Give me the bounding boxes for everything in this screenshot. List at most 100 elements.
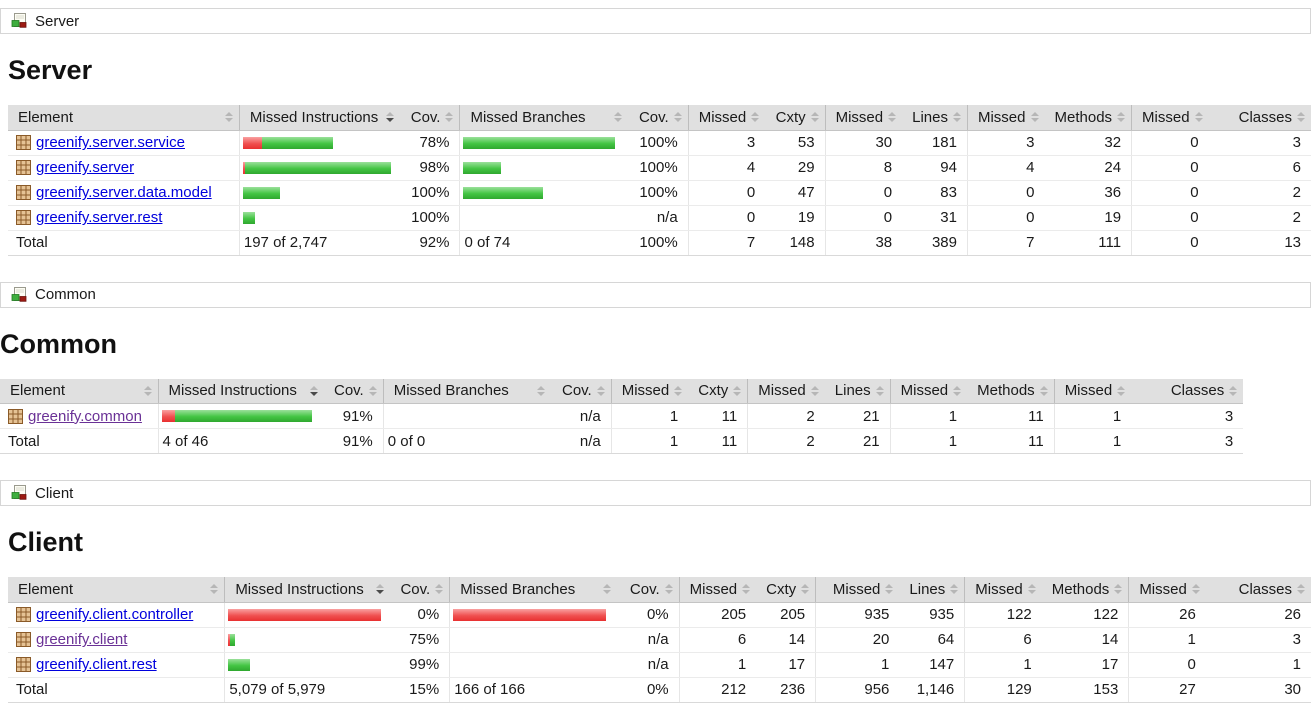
column-header-missed-methods[interactable]: Missed [966, 105, 1045, 131]
branches-bar [459, 180, 629, 206]
table-row: greenify.client.controller 0% 0% 205 205… [8, 602, 1311, 628]
package-link[interactable]: greenify.client [36, 631, 128, 649]
package-link[interactable]: greenify.server.data.model [36, 184, 212, 202]
total-missed-lines: 2 [747, 428, 825, 455]
cxty: 205 [756, 602, 816, 628]
package-link[interactable]: greenify.server.rest [36, 209, 163, 227]
classes: 2 [1208, 180, 1311, 206]
sort-icon [1297, 584, 1305, 595]
column-header-cxty[interactable]: Cxty [688, 378, 748, 405]
sort-icon [1027, 584, 1036, 595]
package-link[interactable]: greenify.client.rest [36, 656, 157, 674]
branch-coverage: 100% [628, 155, 689, 181]
column-header-missed-methods[interactable]: Missed [964, 577, 1042, 603]
sort-icon [435, 584, 444, 595]
total-missed-methods: 129 [964, 677, 1042, 703]
sort-icon [143, 385, 152, 396]
total-methods: 153 [1041, 677, 1129, 703]
sort-icon [733, 385, 742, 396]
missed-bar-segment [161, 410, 175, 423]
covered-bar-segment [463, 161, 502, 174]
methods: 24 [1044, 155, 1132, 181]
missed-classes: 0 [1128, 652, 1206, 678]
column-header-branch-coverage[interactable]: Cov. [628, 105, 689, 131]
sort-icon [1194, 112, 1203, 123]
column-header-coverage[interactable]: Cov. [390, 577, 450, 603]
coverage-table: Element Missed Instructions Cov. Missed … [8, 105, 1311, 256]
column-header-cxty[interactable]: Cxty [765, 105, 826, 131]
sort-icon [596, 385, 605, 396]
sort-icon [1114, 584, 1123, 595]
package-icon [16, 607, 31, 623]
column-header-missed-branches[interactable]: Missed Branches [382, 378, 552, 405]
column-header-element[interactable]: Element [0, 378, 158, 405]
column-header-branch-coverage[interactable]: Cov. [617, 577, 680, 603]
package-link[interactable]: greenify.server.service [36, 134, 185, 152]
total-lines: 389 [902, 230, 968, 256]
column-header-lines[interactable]: Lines [899, 577, 965, 603]
column-header-missed-cxty[interactable]: Missed [678, 577, 757, 603]
column-header-missed-branches[interactable]: Missed Branches [449, 577, 618, 603]
column-header-element[interactable]: Element [8, 105, 240, 131]
package-link[interactable]: greenify.client.controller [36, 606, 194, 624]
column-header-element[interactable]: Element [8, 577, 225, 603]
column-header-missed-instructions[interactable]: Missed Instructions [157, 378, 324, 405]
missed-cxty: 4 [687, 155, 766, 181]
missed-classes: 0 [1131, 205, 1209, 231]
cxty: 17 [756, 652, 816, 678]
column-header-missed-branches[interactable]: Missed Branches [459, 105, 629, 131]
instruction-coverage: 0% [390, 602, 450, 628]
column-header-classes[interactable]: Classes [1205, 577, 1311, 603]
column-header-missed-lines[interactable]: Missed [824, 105, 903, 131]
sort-icon [537, 385, 546, 396]
cxty: 14 [756, 627, 816, 653]
total-missed-instructions: 4 of 46 [157, 428, 324, 455]
column-header-lines[interactable]: Lines [902, 105, 968, 131]
covered-bar-segment [261, 136, 333, 149]
column-header-classes[interactable]: Classes [1131, 378, 1244, 405]
column-header-branch-coverage[interactable]: Cov. [551, 378, 612, 405]
column-header-missed-cxty[interactable]: Missed [610, 378, 689, 405]
total-missed-lines: 956 [815, 677, 900, 703]
page-title: Client [8, 527, 84, 558]
column-header-missed-lines[interactable]: Missed [747, 378, 825, 405]
missed-cxty: 1 [610, 403, 689, 430]
missed-methods: 0 [966, 180, 1045, 206]
section-common: Common Common Element Missed Instruction… [0, 281, 1311, 455]
total-missed-methods: 1 [889, 428, 968, 455]
column-header-methods[interactable]: Methods [1041, 577, 1129, 603]
column-header-missed-classes[interactable]: Missed [1053, 378, 1132, 405]
column-header-missed-instructions[interactable]: Missed Instructions [238, 105, 401, 131]
column-header-missed-classes[interactable]: Missed [1128, 577, 1206, 603]
table-row: greenify.server.service 78% 100% 3 53 30… [8, 130, 1311, 156]
column-header-classes[interactable]: Classes [1208, 105, 1311, 131]
total-label: Total [0, 428, 158, 455]
sort-icon [224, 112, 233, 123]
instructions-bar [238, 180, 401, 206]
column-header-cxty[interactable]: Cxty [756, 577, 816, 603]
missed-methods: 6 [964, 627, 1042, 653]
package-link[interactable]: greenify.server [36, 159, 135, 177]
package-link[interactable]: greenify.common [28, 407, 142, 425]
column-header-coverage[interactable]: Cov. [400, 105, 460, 131]
column-header-methods[interactable]: Methods [967, 378, 1055, 405]
page-title: Common [0, 328, 117, 359]
column-header-missed-instructions[interactable]: Missed Instructions [224, 577, 391, 603]
lines: 94 [902, 155, 968, 181]
column-header-methods[interactable]: Methods [1044, 105, 1132, 131]
sort-icon [888, 112, 897, 123]
branches-bar [459, 205, 629, 231]
column-header-missed-cxty[interactable]: Missed [687, 105, 766, 131]
missed-bar-segment [228, 608, 382, 621]
total-row: Total 4 of 46 91% 0 of 0 n/a 1 11 2 21 1… [0, 428, 1244, 455]
missed-cxty: 3 [687, 130, 766, 156]
column-header-missed-classes[interactable]: Missed [1131, 105, 1209, 131]
column-header-lines[interactable]: Lines [824, 378, 891, 405]
column-header-missed-methods[interactable]: Missed [889, 378, 968, 405]
lines: 181 [902, 130, 968, 156]
section-client: Client Client Element Missed Instruction… [0, 480, 1311, 703]
column-header-coverage[interactable]: Cov. [324, 378, 384, 405]
column-header-missed-lines[interactable]: Missed [815, 577, 900, 603]
total-cxty: 11 [688, 428, 748, 455]
classes: 2 [1208, 205, 1311, 231]
